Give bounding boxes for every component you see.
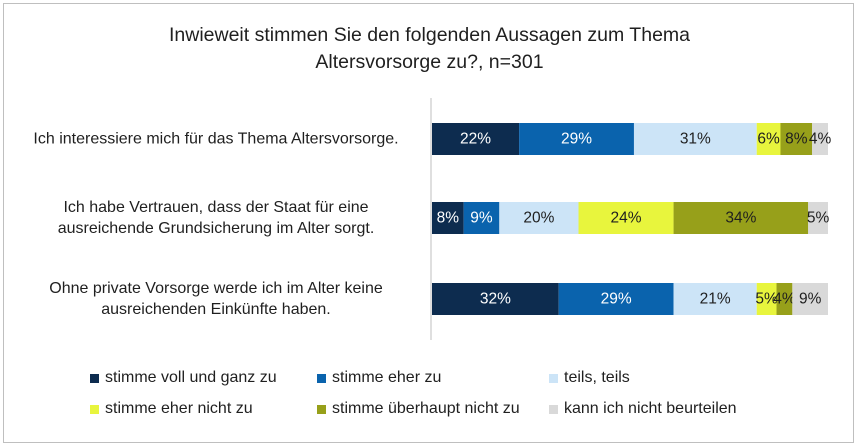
bar-segment	[499, 202, 579, 234]
bar-segment	[808, 202, 828, 234]
data-label: 34%	[725, 210, 756, 227]
data-label: 8%	[437, 210, 460, 227]
bar-segment	[432, 123, 520, 155]
data-label: 4%	[809, 131, 832, 148]
data-label: 29%	[561, 131, 592, 148]
bar-segment	[633, 123, 757, 155]
chart-title-line-2: Altersvorsorge zu?, n=301	[315, 51, 544, 73]
data-label: 24%	[611, 210, 642, 227]
bar-segment	[463, 202, 500, 234]
data-label: 20%	[523, 210, 554, 227]
category-label: Ich habe Vertrauen, dass der Staat für e…	[63, 199, 368, 216]
data-label: 29%	[601, 291, 632, 308]
bar-segment	[780, 123, 813, 155]
bar-segment	[519, 123, 634, 155]
bar-segment	[756, 283, 777, 315]
category-label: Ohne private Vorsorge werde ich im Alter…	[49, 280, 383, 297]
data-label: 31%	[680, 131, 711, 148]
data-label: 22%	[460, 131, 491, 148]
data-label: 5%	[755, 291, 778, 308]
bar-segment	[812, 123, 828, 155]
bar-segment	[558, 283, 674, 315]
data-label: 32%	[480, 291, 511, 308]
category-label: Ich interessiere mich für das Thema Alte…	[33, 131, 398, 148]
bar-segment	[578, 202, 674, 234]
chart-title-line-1: Inwieweit stimmen Sie den folgenden Auss…	[168, 24, 690, 46]
bar-segment	[432, 283, 559, 315]
data-label: 21%	[700, 291, 731, 308]
bar-segment	[673, 283, 757, 315]
chart-title: Inwieweit stimmen Sie den folgenden Auss…	[0, 22, 859, 76]
data-label: 5%	[807, 210, 830, 227]
data-label: 4%	[773, 291, 796, 308]
bar-segment	[673, 202, 809, 234]
data-label: 9%	[470, 210, 493, 227]
data-label: 8%	[785, 131, 808, 148]
bar-segment	[792, 283, 828, 315]
bar-segment	[776, 283, 793, 315]
bar-segment	[756, 123, 781, 155]
data-label: 6%	[757, 131, 780, 148]
data-label: 9%	[799, 291, 822, 308]
category-label: ausreichende Grundsicherung im Alter sor…	[58, 220, 375, 237]
chart-frame	[3, 3, 854, 443]
bar-segment	[432, 202, 464, 234]
category-label: ausreichenden Einkünfte haben.	[101, 301, 331, 318]
